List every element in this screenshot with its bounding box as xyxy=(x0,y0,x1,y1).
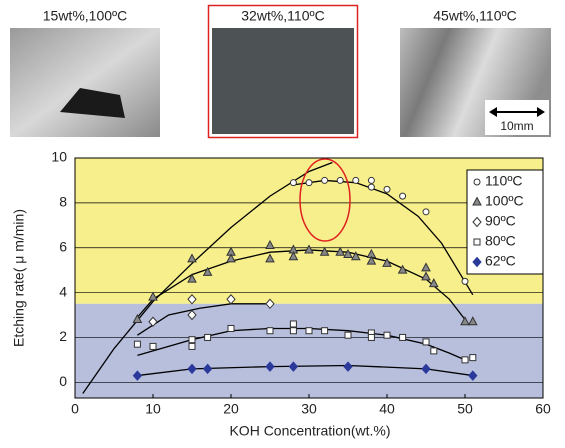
legend-marker xyxy=(474,179,480,185)
legend-label: 80ºC xyxy=(485,233,516,249)
point xyxy=(322,177,328,183)
image xyxy=(10,28,160,137)
point xyxy=(462,278,468,284)
point xyxy=(322,328,328,334)
panel-label: 45wt%,110ºC xyxy=(433,8,516,24)
point xyxy=(353,177,359,183)
point xyxy=(423,339,429,345)
point xyxy=(150,343,156,349)
point xyxy=(423,209,429,215)
point xyxy=(431,348,437,354)
figure: 15wt%,100ºC 32wt%,110ºC 10mm 45wt%,110ºC… xyxy=(0,0,565,443)
point xyxy=(290,180,296,186)
legend-marker xyxy=(474,239,480,245)
panel: 15wt%,100ºC xyxy=(10,8,160,137)
point xyxy=(384,186,390,192)
scale-label: 10mm xyxy=(500,119,533,133)
y-tick-label: 4 xyxy=(59,283,67,299)
point xyxy=(306,180,312,186)
legend-label: 62ºC xyxy=(485,253,516,269)
point xyxy=(368,177,374,183)
x-tick-label: 60 xyxy=(535,401,551,417)
x-tick-label: 50 xyxy=(457,401,473,417)
legend-label: 100ºC xyxy=(485,193,524,209)
point xyxy=(470,355,476,361)
panel: 10mm 45wt%,110ºC xyxy=(400,8,551,137)
point xyxy=(368,184,374,190)
point xyxy=(189,343,195,349)
y-tick-label: 6 xyxy=(59,238,67,254)
point xyxy=(290,328,296,334)
point xyxy=(400,334,406,340)
point xyxy=(368,334,374,340)
point xyxy=(306,328,312,334)
point xyxy=(462,357,468,363)
legend-label: 90ºC xyxy=(485,213,516,229)
point xyxy=(400,193,406,199)
panel-label: 32wt%,110ºC xyxy=(241,8,324,24)
y-tick-label: 8 xyxy=(59,194,67,210)
y-tick-label: 10 xyxy=(51,149,67,165)
point xyxy=(345,332,351,338)
x-axis-label: KOH Concentration(wt.%) xyxy=(229,423,390,439)
y-axis-label: Etching rate( μ m/min) xyxy=(11,209,27,347)
point xyxy=(290,321,296,327)
point xyxy=(267,328,273,334)
legend-label: 110ºC xyxy=(485,173,523,189)
y-tick-label: 0 xyxy=(59,373,67,389)
x-tick-label: 30 xyxy=(301,401,317,417)
point xyxy=(228,325,234,331)
y-tick-label: 2 xyxy=(59,328,67,344)
point xyxy=(337,177,343,183)
point xyxy=(205,334,211,340)
image xyxy=(212,28,354,134)
x-tick-label: 10 xyxy=(145,401,161,417)
panel: 32wt%,110ºC xyxy=(209,6,358,138)
point xyxy=(134,341,140,347)
x-tick-label: 40 xyxy=(379,401,395,417)
x-tick-label: 20 xyxy=(223,401,239,417)
panel-label: 15wt%,100ºC xyxy=(43,8,128,24)
point xyxy=(384,332,390,338)
x-tick-label: 0 xyxy=(71,401,79,417)
point xyxy=(189,337,195,343)
